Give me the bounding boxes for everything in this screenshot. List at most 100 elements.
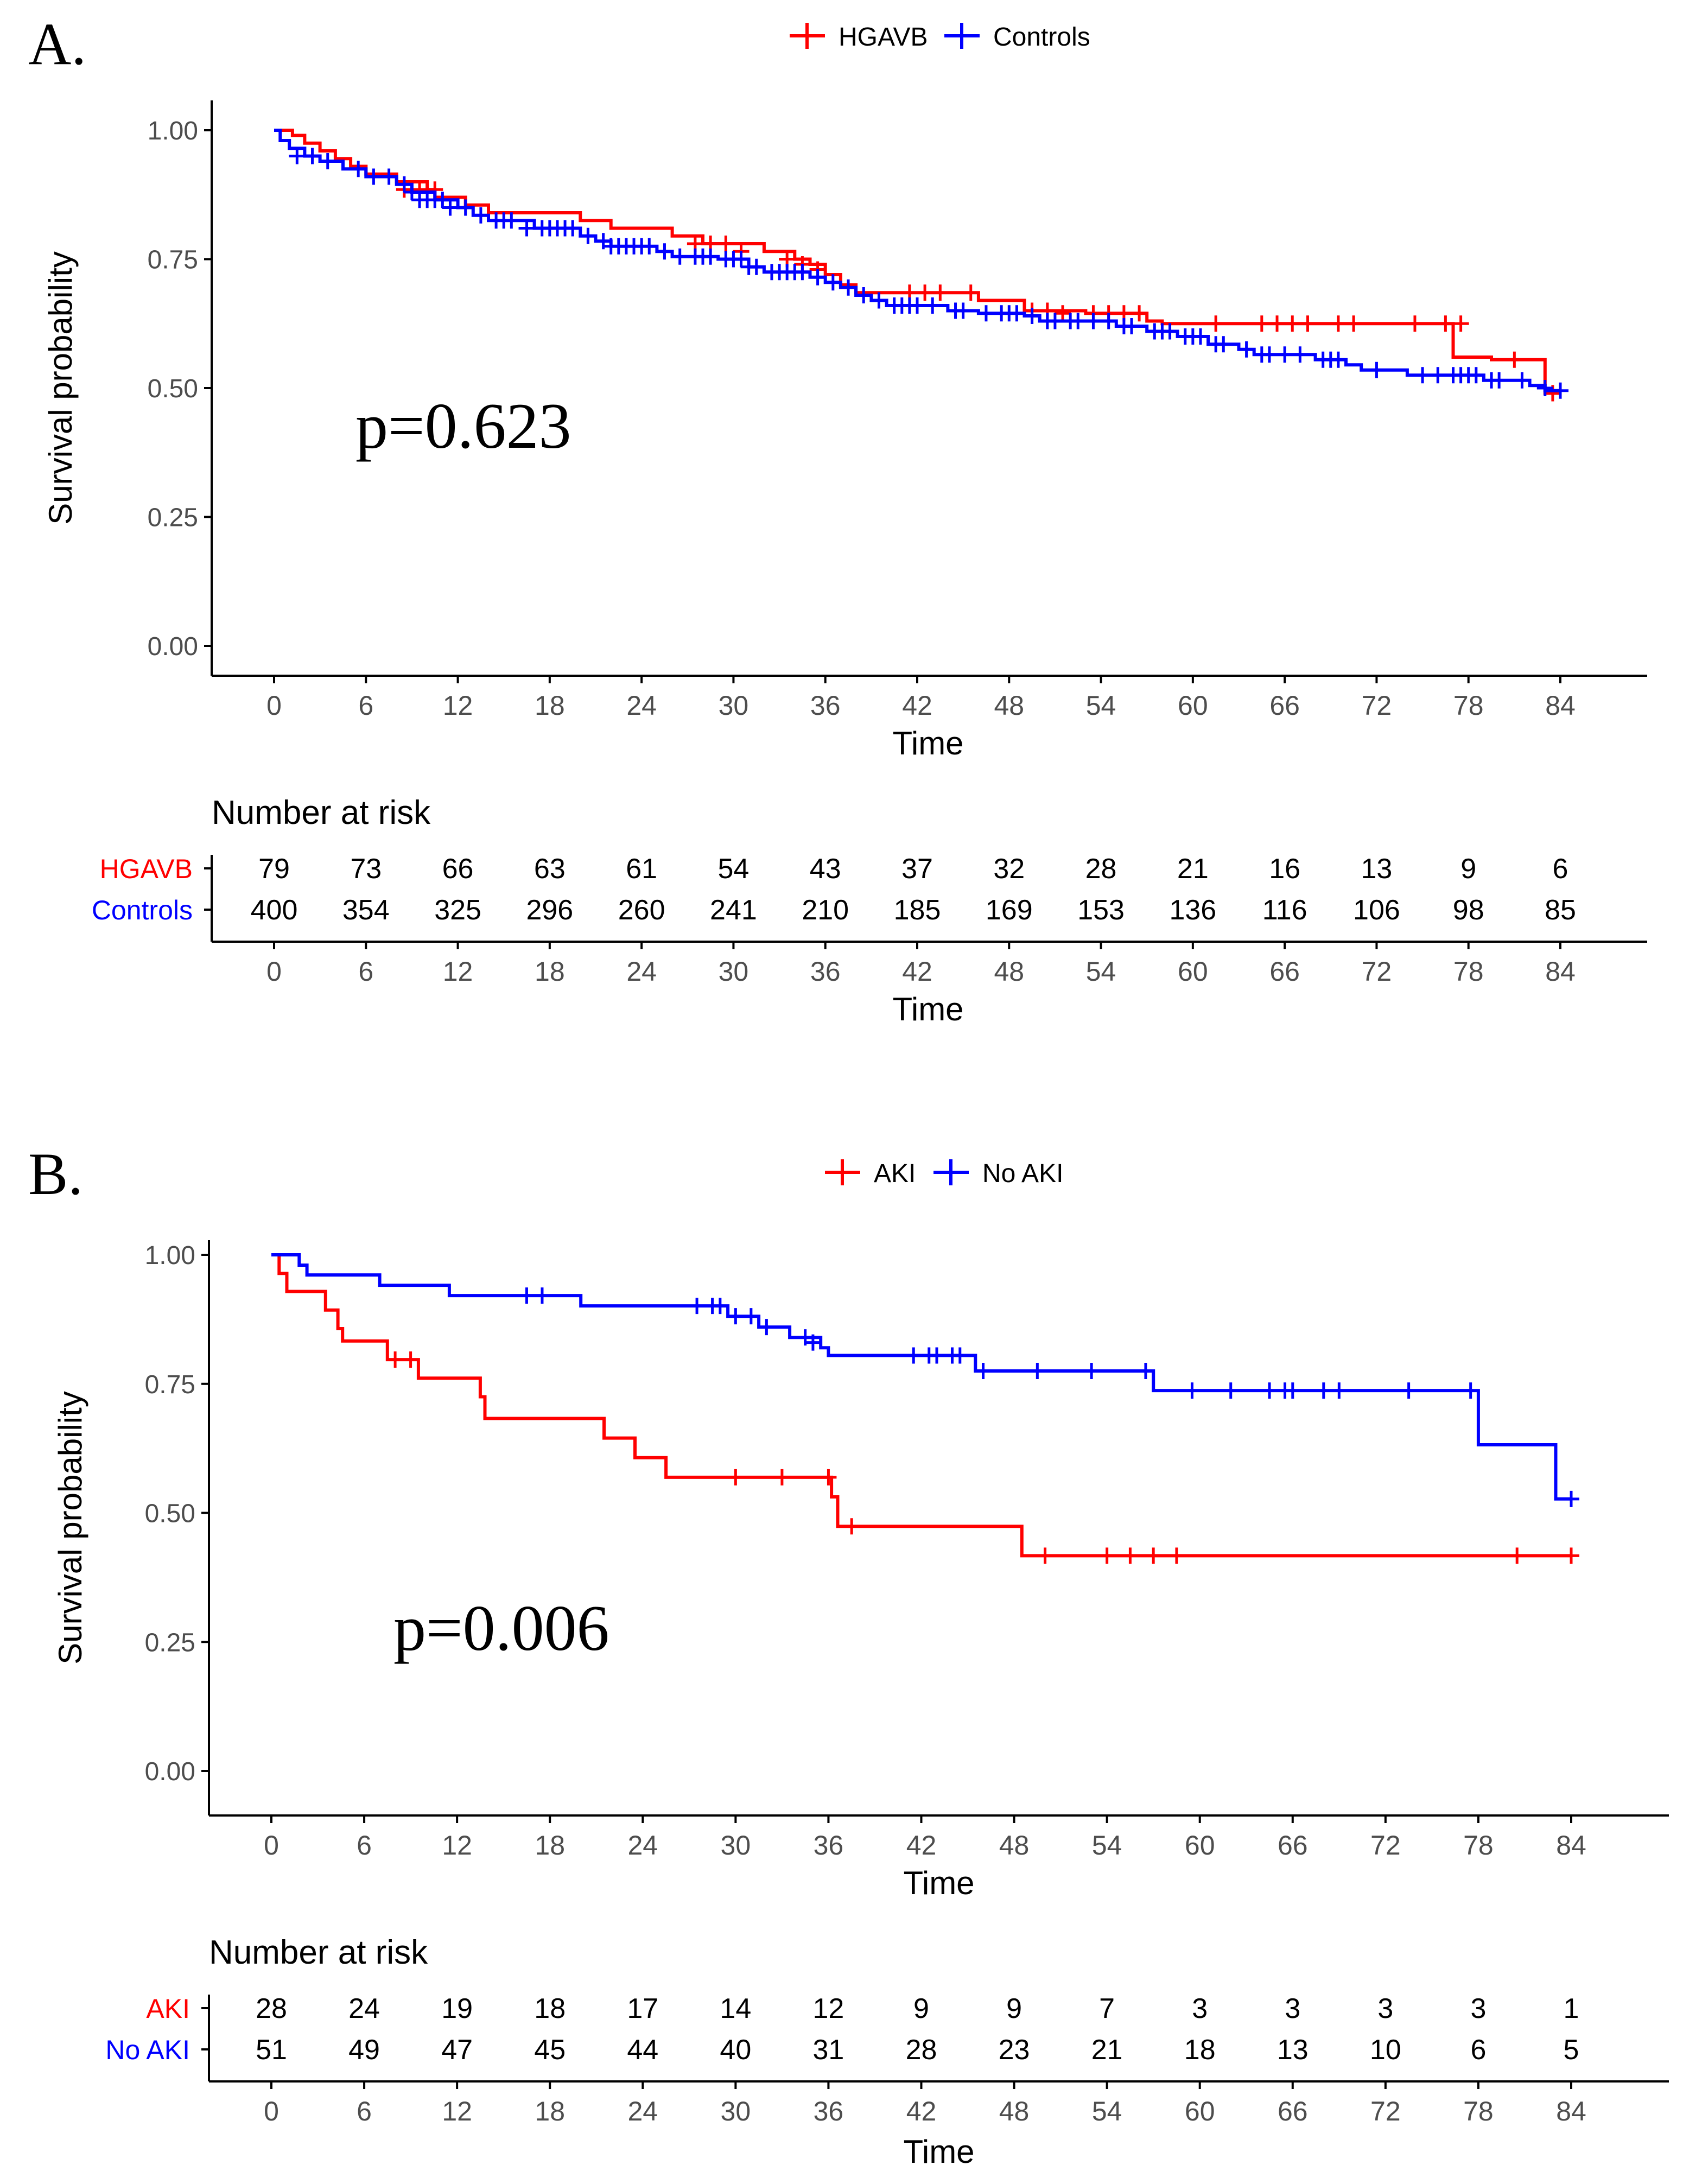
- risk-count: 23: [999, 2034, 1030, 2066]
- censor-mark: [1514, 372, 1530, 389]
- risk-count: 400: [251, 894, 298, 926]
- y-tick-label: 0.50: [148, 374, 198, 403]
- survival-curve-controls: [274, 129, 1560, 392]
- censor-mark: [442, 199, 459, 216]
- legend-label: No AKI: [982, 1159, 1063, 1188]
- censor-mark: [840, 279, 857, 296]
- censor-mark: [871, 292, 887, 309]
- risk-count: 12: [813, 1993, 844, 2024]
- risk-count: 116: [1262, 894, 1307, 926]
- censor-mark: [1430, 367, 1446, 384]
- y-tick-label: 0.75: [148, 246, 198, 275]
- censor-mark: [1131, 305, 1148, 322]
- censor-mark: [1222, 1382, 1239, 1399]
- x-tick-label: 18: [535, 1830, 565, 1861]
- risk-table: Number at risk Time 0 6 12 18 24 30 36 42 48 54 60…: [92, 794, 1647, 1027]
- risk-count: 61: [626, 853, 657, 885]
- censor-mark: [396, 176, 412, 193]
- risk-count: 3: [1192, 1993, 1208, 2024]
- risk-count: 21: [1091, 2034, 1123, 2066]
- censor-mark: [580, 227, 596, 244]
- censor-mark: [929, 1347, 945, 1364]
- panel-label: B.: [28, 1141, 83, 1207]
- risk-x-tick-label: 78: [1453, 956, 1484, 987]
- risk-count: 79: [258, 853, 290, 885]
- risk-count: 73: [350, 853, 382, 885]
- x-tick-label: 72: [1362, 690, 1392, 721]
- risk-table-title: Number at risk: [209, 1934, 428, 1971]
- censor-mark: [1468, 367, 1484, 384]
- panel-b: B. AKI No AKI Survival probability 0.000…: [28, 1141, 1669, 2170]
- legend: AKI No AKI: [825, 1159, 1063, 1188]
- risk-count: 28: [1085, 853, 1117, 885]
- censor-mark: [1563, 1490, 1579, 1507]
- risk-count: 45: [534, 2034, 566, 2066]
- y-tick-label: 1.00: [145, 1241, 195, 1270]
- risk-x-tick-label: 72: [1370, 2096, 1401, 2126]
- censor-mark: [1046, 313, 1063, 329]
- risk-count: 9: [1006, 1993, 1022, 2024]
- censor-mark: [641, 238, 658, 255]
- legend-label: Controls: [993, 23, 1090, 52]
- risk-x-tick-label: 60: [1178, 956, 1208, 987]
- legend-label: AKI: [874, 1159, 916, 1188]
- risk-count: 51: [256, 2034, 287, 2066]
- legend-label: HGAVB: [839, 23, 928, 52]
- censor-mark: [1269, 315, 1286, 332]
- censor-mark: [809, 269, 826, 285]
- censor-mark: [1184, 1382, 1201, 1399]
- risk-x-tick-label: 6: [357, 2096, 372, 2126]
- x-tick-label: 24: [627, 1830, 658, 1861]
- y-axis-title: Survival probability: [52, 1391, 88, 1665]
- x-tick-label: 66: [1278, 1830, 1308, 1861]
- plot-area: [211, 100, 1647, 677]
- x-axis: 0 6 12 18 24 30 36 42 48 54 60 66 72 78 84: [264, 1815, 1586, 1861]
- risk-x-tick-label: 54: [1086, 956, 1116, 987]
- risk-x-tick-label: 84: [1545, 956, 1576, 987]
- risk-count: 40: [720, 2034, 751, 2066]
- censor-mark: [1437, 315, 1454, 332]
- x-tick-label: 12: [442, 1830, 472, 1861]
- censor-mark: [1215, 336, 1232, 353]
- censor-mark: [518, 1287, 535, 1304]
- risk-x-tick-label: 66: [1278, 2096, 1308, 2126]
- panel-label: A.: [28, 11, 86, 77]
- censor-mark: [962, 284, 979, 301]
- x-axis-title: Time: [892, 725, 963, 761]
- censor-mark: [843, 1518, 860, 1535]
- risk-x-tick-label: 36: [814, 2096, 844, 2126]
- y-axis: 0.00 0.25 0.50 0.75 1.00: [145, 1241, 209, 1786]
- censor-mark: [1161, 323, 1178, 340]
- panel-a: A. HGAVB Controls Survival probability 0…: [28, 11, 1647, 1027]
- risk-x-axis-title: Time: [892, 991, 963, 1027]
- x-tick-label: 0: [266, 690, 282, 721]
- censor-mark: [1400, 1382, 1417, 1399]
- censor-mark: [1536, 380, 1553, 396]
- x-tick-label: 18: [535, 690, 565, 721]
- x-tick-label: 54: [1086, 690, 1116, 721]
- risk-count: 18: [534, 1993, 566, 2024]
- censor-mark: [1137, 1362, 1154, 1379]
- censor-mark: [975, 1362, 992, 1379]
- risk-count: 44: [627, 2034, 658, 2066]
- censor-mark: [1123, 318, 1140, 334]
- censor-mark: [733, 251, 750, 268]
- risk-count: 169: [986, 894, 1033, 926]
- censor-mark: [1292, 346, 1309, 363]
- y-axis: 0.00 0.25 0.50 0.75 1.00: [148, 117, 212, 661]
- risk-x-tick-label: 42: [906, 2096, 937, 2126]
- censor-mark: [1192, 328, 1209, 345]
- risk-x-tick-label: 54: [1092, 2096, 1122, 2126]
- risk-x-tick-label: 60: [1185, 2096, 1215, 2126]
- y-tick-label: 0.50: [145, 1500, 195, 1528]
- censor-mark: [304, 148, 321, 164]
- censor-mark: [656, 243, 673, 260]
- survival-curve-hgavb: [274, 129, 1560, 395]
- x-tick-label: 78: [1463, 1830, 1494, 1861]
- risk-count: 13: [1277, 2034, 1309, 2066]
- risk-x-tick-label: 30: [719, 956, 749, 987]
- x-tick-label: 78: [1453, 690, 1484, 721]
- risk-count: 6: [1553, 853, 1568, 885]
- risk-count: 260: [618, 894, 665, 926]
- y-tick-label: 0.00: [148, 632, 198, 661]
